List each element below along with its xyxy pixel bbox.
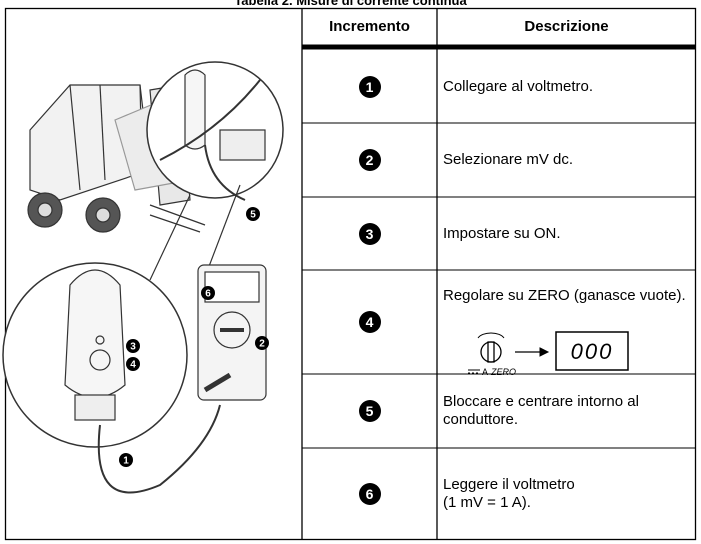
step-number: 3 — [358, 222, 381, 245]
callout-dot — [126, 339, 140, 353]
knob-mode: ZERO — [490, 367, 516, 377]
step-number: 1 — [358, 75, 381, 98]
step-number: 2 — [358, 149, 381, 171]
callout-label: 1 — [123, 456, 129, 467]
step-description: Regolare su ZERO (ganasce vuote). — [443, 287, 686, 304]
table-title: Tabella 2. Misure di corrente continua — [234, 0, 467, 8]
step-cell: 6 — [302, 448, 437, 540]
knob-unit: A — [482, 367, 488, 377]
step-cell: 5 — [302, 374, 437, 448]
column-header: Descrizione — [524, 17, 609, 35]
display-readout: 000 — [571, 339, 614, 364]
callout-label: 2 — [259, 339, 265, 350]
column-header: Incremento — [329, 17, 410, 35]
callout-label: 5 — [250, 210, 256, 221]
callout-label: 6 — [205, 289, 211, 300]
zero-diagram — [468, 331, 629, 374]
callout-label: 4 — [130, 360, 136, 371]
step-cell: 2 — [302, 123, 437, 197]
callout-dot — [246, 207, 260, 221]
step-number: 5 — [358, 400, 381, 422]
callout-dot — [201, 286, 215, 300]
illustration — [2, 61, 284, 494]
step-cell: 4 — [302, 270, 437, 374]
step-description: Collegare al voltmetro. — [443, 77, 594, 95]
callout-dot — [119, 453, 133, 467]
callout-dot — [255, 336, 269, 350]
step-cell: 3 — [302, 197, 437, 270]
step-number: 4 — [358, 311, 381, 333]
callout-dot — [126, 357, 140, 371]
step-number: 6 — [358, 483, 381, 505]
step-description: Selezionare mV dc. — [443, 151, 574, 168]
step-description: Leggere il voltmetro (1 mV = 1 A). — [443, 476, 575, 511]
step-cell: 1 — [302, 50, 437, 123]
table-grid — [4, 7, 697, 541]
step-description: Impostare su ON. — [443, 224, 561, 242]
callout-label: 3 — [130, 342, 136, 353]
step-description: Bloccare e centrare intorno al conduttor… — [443, 393, 639, 428]
